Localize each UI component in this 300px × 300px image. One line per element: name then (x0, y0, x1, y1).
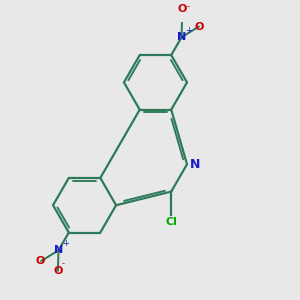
Text: O: O (35, 256, 45, 266)
Text: O: O (194, 22, 203, 32)
Text: -: - (62, 259, 65, 268)
Text: O: O (177, 4, 187, 14)
Text: N: N (54, 245, 63, 255)
Text: -: - (186, 3, 189, 12)
Text: N: N (177, 32, 186, 42)
Text: O: O (53, 266, 63, 275)
Text: Cl: Cl (165, 217, 177, 227)
Text: N: N (190, 158, 201, 171)
Text: +: + (186, 26, 193, 35)
Text: +: + (63, 239, 70, 248)
